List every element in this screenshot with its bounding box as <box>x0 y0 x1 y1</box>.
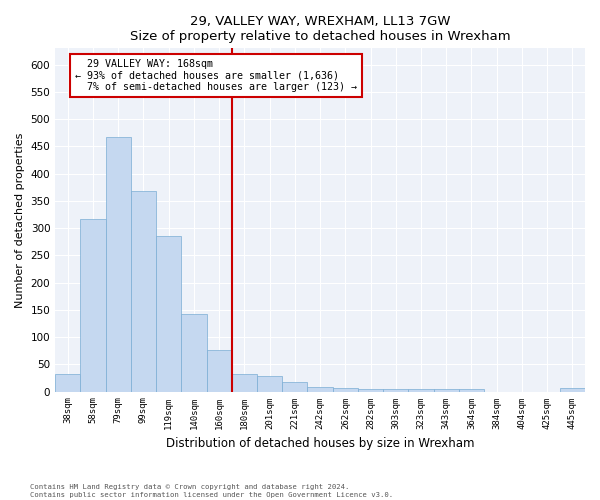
Bar <box>206 350 232 392</box>
Bar <box>282 382 307 392</box>
Y-axis label: Number of detached properties: Number of detached properties <box>15 132 25 308</box>
Bar <box>560 388 585 392</box>
Bar <box>232 374 257 392</box>
Title: 29, VALLEY WAY, WREXHAM, LL13 7GW
Size of property relative to detached houses i: 29, VALLEY WAY, WREXHAM, LL13 7GW Size o… <box>130 15 511 43</box>
Bar <box>383 389 409 392</box>
Bar <box>80 220 106 392</box>
Bar <box>459 389 484 392</box>
Text: Contains HM Land Registry data © Crown copyright and database right 2024.
Contai: Contains HM Land Registry data © Crown c… <box>30 484 393 498</box>
X-axis label: Distribution of detached houses by size in Wrexham: Distribution of detached houses by size … <box>166 437 475 450</box>
Bar <box>332 388 358 392</box>
Bar <box>131 190 156 392</box>
Bar <box>257 376 282 392</box>
Bar <box>434 389 459 392</box>
Text: 29 VALLEY WAY: 168sqm
← 93% of detached houses are smaller (1,636)
  7% of semi-: 29 VALLEY WAY: 168sqm ← 93% of detached … <box>76 59 358 92</box>
Bar <box>181 314 206 392</box>
Bar <box>106 136 131 392</box>
Bar <box>156 236 181 392</box>
Bar <box>307 386 332 392</box>
Bar <box>55 374 80 392</box>
Bar <box>358 389 383 392</box>
Bar <box>409 389 434 392</box>
